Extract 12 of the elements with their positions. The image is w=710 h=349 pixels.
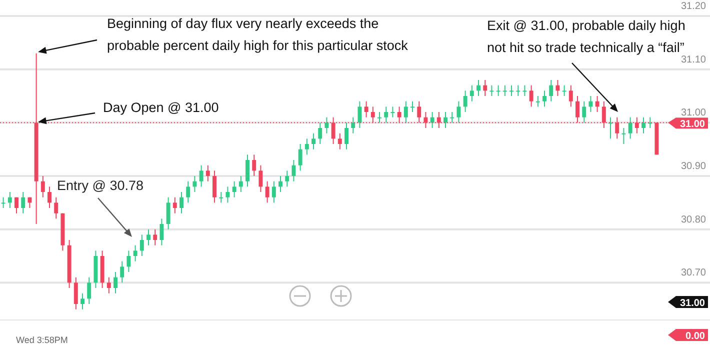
- text: 0.00: [686, 331, 706, 342]
- annotation: Entry @ 30.78: [57, 178, 144, 193]
- annotation: Day Open @ 31.00: [103, 100, 219, 115]
- y-tick-label: 30.80: [680, 214, 706, 226]
- y-tick-label: 30.70: [680, 268, 706, 279]
- y-tick-label: 31.20: [680, 1, 706, 12]
- text: Wed 3:58PM: [16, 335, 68, 345]
- y-tick-label: 30.90: [680, 161, 706, 172]
- annotation: Exit @ 31.00, probable daily high not hit so trade technically a “fail”: [487, 18, 686, 55]
- y-tick-label: 31.10: [680, 54, 706, 66]
- annotation: Beginning of day flux very nearly exceeds the probable percent daily high for this particular stock: [107, 16, 408, 53]
- y-tick-label: 31.00: [680, 108, 706, 119]
